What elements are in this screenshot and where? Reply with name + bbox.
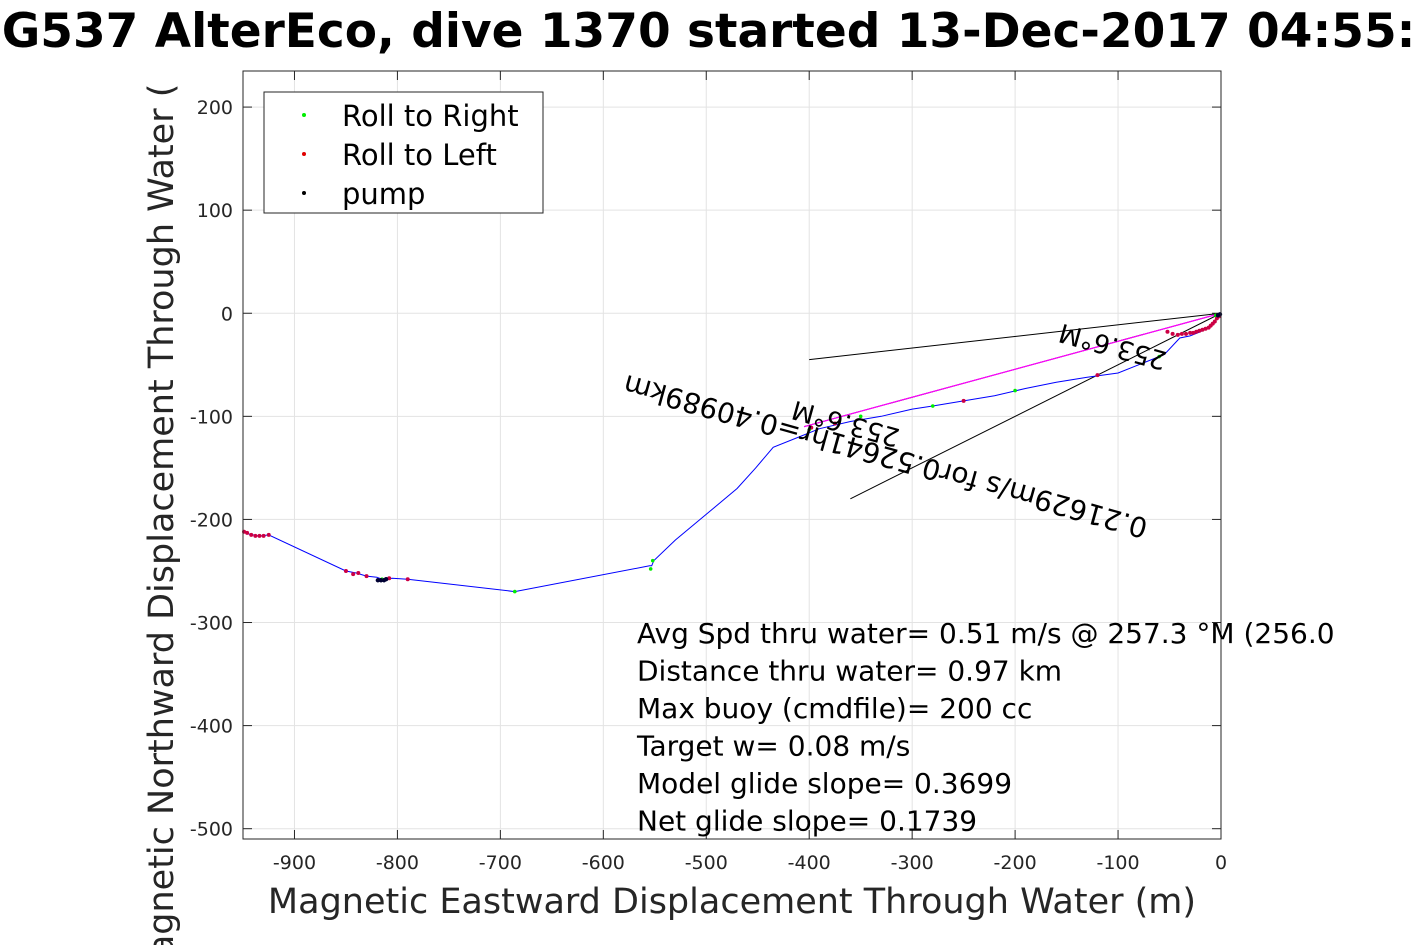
roll-left-point <box>832 421 837 426</box>
roll-left-point <box>245 530 250 535</box>
x-tick-label: -600 <box>582 852 625 874</box>
stats-line: Max buoy (cmdfile)= 200 cc <box>637 692 1032 725</box>
roll-left-point <box>1194 329 1199 334</box>
roll-left-point <box>1179 331 1184 336</box>
stats-line: Net glide slope= 0.1739 <box>637 805 977 838</box>
roll-left-point <box>1183 331 1188 336</box>
roll-left-point <box>1170 331 1175 336</box>
roll-right-point <box>858 414 863 419</box>
x-tick-label: -700 <box>479 852 522 874</box>
legend-box <box>263 91 544 214</box>
roll-left-point <box>405 577 410 582</box>
stats-line: Model glide slope= 0.3699 <box>637 767 1012 800</box>
y-tick-label: -100 <box>190 406 233 428</box>
roll-left-point <box>351 572 356 577</box>
roll-right-point <box>930 404 935 408</box>
x-tick-label: -200 <box>994 852 1037 874</box>
legend-marker <box>302 113 306 117</box>
roll-right-point <box>1013 388 1017 393</box>
axis-ticks: -900 -800 -700 -600 -500 -400 -300 -200 -100 0 200… <box>190 71 1227 874</box>
pump-point <box>381 578 387 583</box>
pump-point <box>375 578 381 583</box>
legend-marker <box>302 191 306 195</box>
roll-left-point <box>1188 330 1193 335</box>
y-tick-label: 200 <box>197 97 233 119</box>
roll-left-point <box>356 571 361 576</box>
y-tick-label: -500 <box>190 819 233 841</box>
y-tick-label: -300 <box>190 613 233 635</box>
stats-block: Avg Spd thru water= 0.51 m/s @ 257.3 °M … <box>636 617 1335 838</box>
roll-left-point <box>1200 327 1205 332</box>
x-tick-label: -300 <box>891 852 934 874</box>
roll-left-point <box>1175 332 1180 337</box>
roll-left-point <box>1203 326 1208 331</box>
roll-left-point <box>961 398 966 403</box>
roll-left-point <box>249 532 254 537</box>
x-tick-label: -100 <box>1096 852 1139 874</box>
roll-right-point <box>648 567 653 571</box>
x-tick-label: -800 <box>376 852 419 874</box>
stats-line: Avg Spd thru water= 0.51 m/s @ 257.3 °M … <box>637 617 1335 650</box>
chart-title: SG537 AlterEco, dive 1370 started 13-Dec… <box>0 4 1417 59</box>
x-tick-label: -400 <box>788 852 831 874</box>
current-arrow-wing <box>809 312 1222 361</box>
current-line <box>803 312 1222 428</box>
roll-left-point <box>253 533 258 538</box>
x-tick-label: -500 <box>685 852 728 874</box>
x-tick-label: 0 <box>1215 852 1227 874</box>
glider-track-line <box>242 312 1222 593</box>
roll-left-point <box>343 568 348 573</box>
roll-right-point <box>1157 354 1162 359</box>
y-axis-label: Magnetic Northward Displacement Through … <box>142 84 182 945</box>
y-tick-label: 0 <box>221 303 233 325</box>
pump-point <box>1215 313 1221 318</box>
x-tick-label: -900 <box>273 852 316 874</box>
stats-line: Target w= 0.08 m/s <box>636 730 910 763</box>
legend-marker <box>302 152 306 156</box>
pump-point <box>378 578 384 583</box>
roll-left-point <box>1206 325 1211 330</box>
roll-left-point <box>1197 328 1202 333</box>
roll-left-point <box>1191 330 1196 335</box>
legend-label: pump <box>342 177 425 211</box>
roll-left-point <box>261 533 266 538</box>
legend: Roll to Right Roll to Left pump <box>263 91 544 214</box>
roll-left-point <box>257 533 262 538</box>
roll-left-point <box>364 574 369 579</box>
roll-left-point <box>1165 329 1170 334</box>
legend-label: Roll to Right <box>342 99 519 133</box>
legend-label: Roll to Left <box>342 138 497 172</box>
current-arrow-wing <box>850 312 1222 500</box>
roll-right-point <box>807 427 812 432</box>
y-tick-label: -400 <box>190 716 233 738</box>
roll-left-point <box>1095 373 1100 378</box>
roll-right-point <box>512 589 517 594</box>
roll-left-point <box>266 532 271 537</box>
roll-right-point <box>650 558 655 563</box>
y-tick-label: -200 <box>190 509 233 531</box>
y-tick-label: 100 <box>197 200 233 222</box>
stats-line: Distance thru water= 0.97 km <box>637 655 1062 688</box>
plot-frame <box>242 70 1222 840</box>
x-axis-label: Magnetic Eastward Displacement Through W… <box>268 882 1196 922</box>
